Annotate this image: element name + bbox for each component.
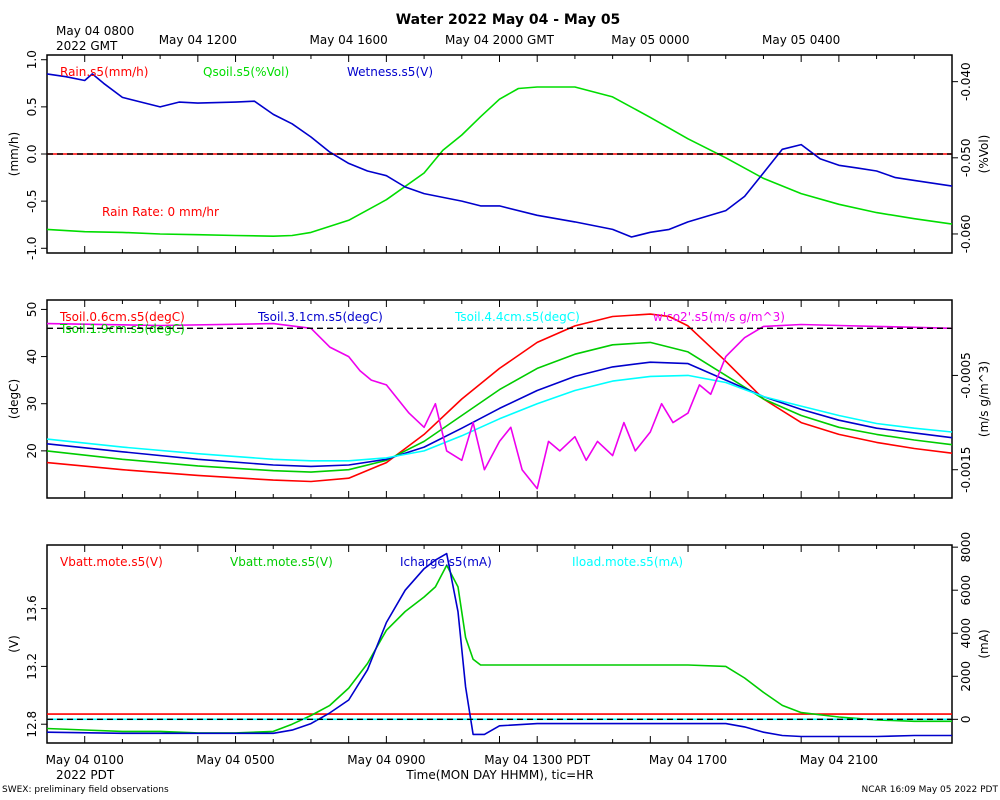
pdt-year-label: 2022 PDT	[56, 768, 115, 782]
legend-tsoil-0-6cm: Tsoil.0.6cm.s5(degC)	[59, 310, 185, 324]
left-y-tick-label: 13.6	[25, 595, 39, 622]
right-y-tick-label: 0	[959, 716, 973, 724]
bottom-tick-label: May 04 0100	[46, 753, 124, 767]
panel-battery-left-axis-label: (V)	[7, 635, 21, 653]
legend-qsoil: Qsoil.s5(%Vol)	[203, 65, 289, 79]
bottom-tick-label: May 04 1300 PDT	[484, 753, 591, 767]
panel-soil-temp-right-axis-label: (m/s g/m^3)	[977, 361, 991, 437]
legend-wco2: w'co2'.s5(m/s g/m^3)	[653, 310, 785, 324]
legend-rain: Rain.s5(mm/h)	[60, 65, 148, 79]
panel-water: 1.0 0.5 0.0 -0.5 -1.0 -0.040 -0.050 -0.060 (mm/…	[7, 50, 991, 260]
left-y-tick-label: 20	[25, 443, 39, 458]
bottom-tick-label: May 04 0500	[196, 753, 274, 767]
top-tick-label: May 04 1200	[159, 33, 237, 47]
series-vbatt-mote-s5-v-line	[46, 564, 952, 734]
panel-water-left-axis-label: (mm/h)	[7, 132, 21, 176]
left-y-tick-label: 30	[25, 396, 39, 411]
legend-vbatt-red: Vbatt.mote.s5(V)	[60, 555, 163, 569]
legend-tsoil-4-4cm: Tsoil.4.4cm.s5(degC)	[454, 310, 580, 324]
gmt-year-label: 2022 GMT	[56, 39, 118, 53]
legend-vbatt-green: Vbatt.mote.s5(V)	[230, 555, 333, 569]
panel-water-axes: 1.0 0.5 0.0 -0.5 -1.0 -0.040 -0.050 -0.060	[25, 50, 973, 260]
panel-soil-temp-left-axis-label: (degC)	[7, 379, 21, 419]
panel-soil-temp: 50 40 30 20 -0.0005 -0.0015 (degC) (m/s g/m^3…	[7, 299, 991, 499]
bottom-tick-label: May 04 0900	[347, 753, 425, 767]
panel-soil-temp-axes: 50 40 30 20 -0.0005 -0.0015	[25, 300, 973, 498]
left-y-tick-label: -1.0	[25, 237, 39, 260]
series-tsoil-1-9cm-s5-degc-line	[46, 341, 953, 473]
left-y-tick-label: 0.0	[25, 144, 39, 163]
x-axis-title: Time(MON DAY HHMM), tic=HR	[405, 768, 593, 782]
series-icharge-s5-ma-line	[46, 552, 952, 738]
gmt-start-label: May 04 0800	[56, 24, 134, 38]
series-wetness-s5-v-line	[46, 73, 953, 238]
series-w-co2-s5-m-s-g-m-3-line	[46, 322, 953, 490]
left-y-tick-label: -0.5	[25, 189, 39, 212]
footer-right-note: NCAR 16:09 May 05 2022 PDT	[862, 785, 999, 795]
right-y-tick-label: -0.060	[959, 215, 973, 254]
series-tsoil-3-1cm-s5-degc-line	[46, 361, 953, 468]
legend-icharge: Icharge.s5(mA)	[400, 555, 492, 569]
right-y-tick-label: -0.0005	[959, 352, 973, 398]
right-y-tick-label: -0.0015	[959, 447, 973, 493]
series-tsoil-4-4cm-s5-degc-line	[46, 374, 953, 462]
panel-battery-right-axis-label: (mA)	[977, 629, 991, 658]
legend-iload: Iload.mote.s5(mA)	[572, 555, 683, 569]
left-y-tick-label: 13.2	[25, 653, 39, 680]
series-qsoil-s5-vol-line	[46, 86, 953, 237]
footer-left-note: SWEX: preliminary field observations	[2, 785, 169, 795]
bottom-tick-label: May 04 1700	[649, 753, 727, 767]
panel-battery-axes: 13.6 13.2 12.8 8000 6000 4000 2000 0	[25, 532, 973, 743]
rain-rate-annotation: Rain Rate: 0 mm/hr	[102, 205, 219, 219]
top-tick-label: May 04 2000 GMT	[445, 33, 555, 47]
panel-battery: 13.6 13.2 12.8 8000 6000 4000 2000 0 (V) (mA) V…	[7, 532, 991, 744]
right-y-tick-label: -0.040	[959, 62, 973, 101]
right-y-tick-label: 2000	[959, 661, 973, 692]
top-tick-label: May 05 0000	[611, 33, 689, 47]
left-y-tick-label: 1.0	[25, 50, 39, 69]
panel-soil-temp-series	[46, 313, 953, 490]
right-y-tick-label: -0.050	[959, 138, 973, 177]
right-y-tick-label: 8000	[959, 532, 973, 563]
left-y-tick-label: 50	[25, 302, 39, 317]
panel-battery-series	[46, 552, 952, 738]
top-tick-label: May 05 0400	[762, 33, 840, 47]
legend-wetness: Wetness.s5(V)	[347, 65, 433, 79]
bottom-tick-label: May 04 2100	[800, 753, 878, 767]
legend-tsoil-1-9cm: Tsoil.1.9cm.s5(degC)	[59, 322, 185, 336]
left-y-tick-label: 0.5	[25, 97, 39, 116]
legend-tsoil-3-1cm: Tsoil.3.1cm.s5(degC)	[257, 310, 383, 324]
series-tsoil-0-6cm-s5-degc-line	[46, 313, 953, 483]
left-y-tick-label: 40	[25, 349, 39, 364]
top-tick-label: May 04 1600	[310, 33, 388, 47]
right-y-tick-label: 6000	[959, 575, 973, 606]
top-axis-tick-labels: May 04 1200 May 04 1600 May 04 2000 GMT May…	[159, 33, 841, 47]
panel-water-right-axis-label: (%Vol)	[977, 135, 991, 174]
right-y-tick-label: 4000	[959, 618, 973, 649]
bottom-axis-tick-labels: May 04 0100 May 04 0500 May 04 0900 May 04 …	[46, 753, 878, 767]
left-y-tick-label: 12.8	[25, 711, 39, 738]
figure-title: Water 2022 May 04 - May 05	[396, 12, 621, 28]
